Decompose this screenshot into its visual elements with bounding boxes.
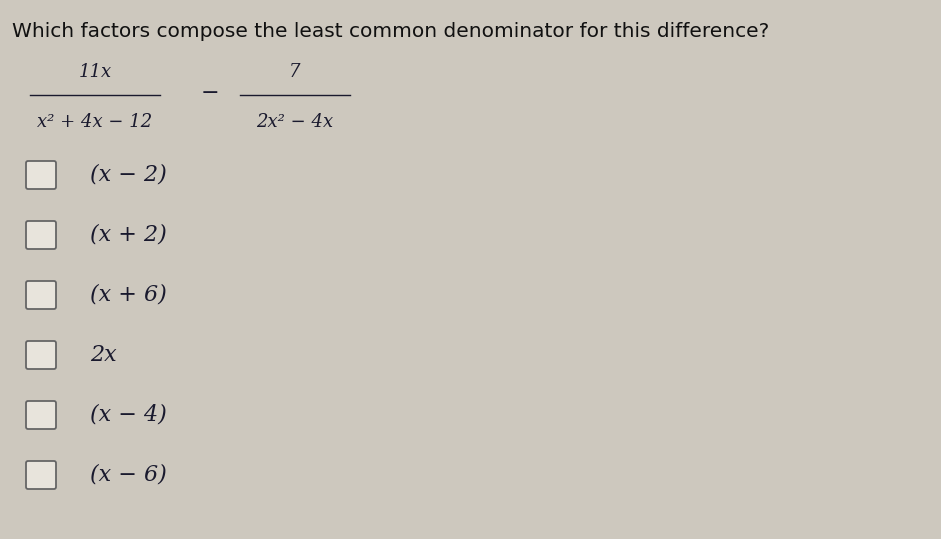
Text: x² + 4x − 12: x² + 4x − 12: [38, 113, 152, 131]
Text: −: −: [200, 83, 219, 103]
Text: (x + 6): (x + 6): [90, 284, 167, 306]
Text: 2x: 2x: [90, 344, 117, 366]
Text: Which factors compose the least common denominator for this difference?: Which factors compose the least common d…: [12, 22, 769, 41]
Text: (x − 6): (x − 6): [90, 464, 167, 486]
Text: (x + 2): (x + 2): [90, 224, 167, 246]
FancyBboxPatch shape: [26, 401, 56, 429]
Text: 2x² − 4x: 2x² − 4x: [257, 113, 333, 131]
FancyBboxPatch shape: [26, 221, 56, 249]
Text: 7: 7: [289, 63, 301, 81]
Text: 11x: 11x: [78, 63, 112, 81]
FancyBboxPatch shape: [26, 161, 56, 189]
Text: (x − 2): (x − 2): [90, 164, 167, 186]
FancyBboxPatch shape: [26, 461, 56, 489]
FancyBboxPatch shape: [26, 281, 56, 309]
Text: (x − 4): (x − 4): [90, 404, 167, 426]
FancyBboxPatch shape: [26, 341, 56, 369]
